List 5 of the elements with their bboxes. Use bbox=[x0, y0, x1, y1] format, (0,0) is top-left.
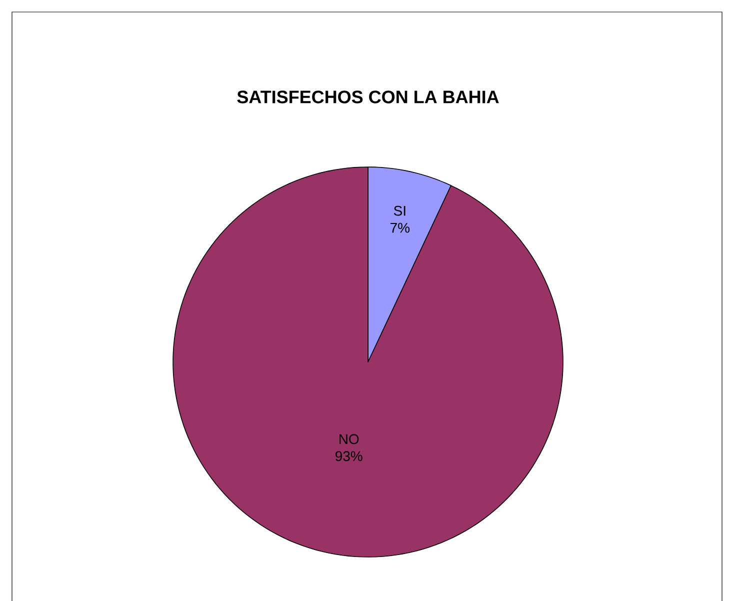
chart-title: SATISFECHOS CON LA BAHIA bbox=[237, 90, 499, 104]
data-label: 7% bbox=[390, 222, 410, 233]
data-label: 93% bbox=[336, 451, 362, 461]
slice-label: NO bbox=[340, 434, 359, 444]
slice-label: SI bbox=[394, 206, 406, 216]
